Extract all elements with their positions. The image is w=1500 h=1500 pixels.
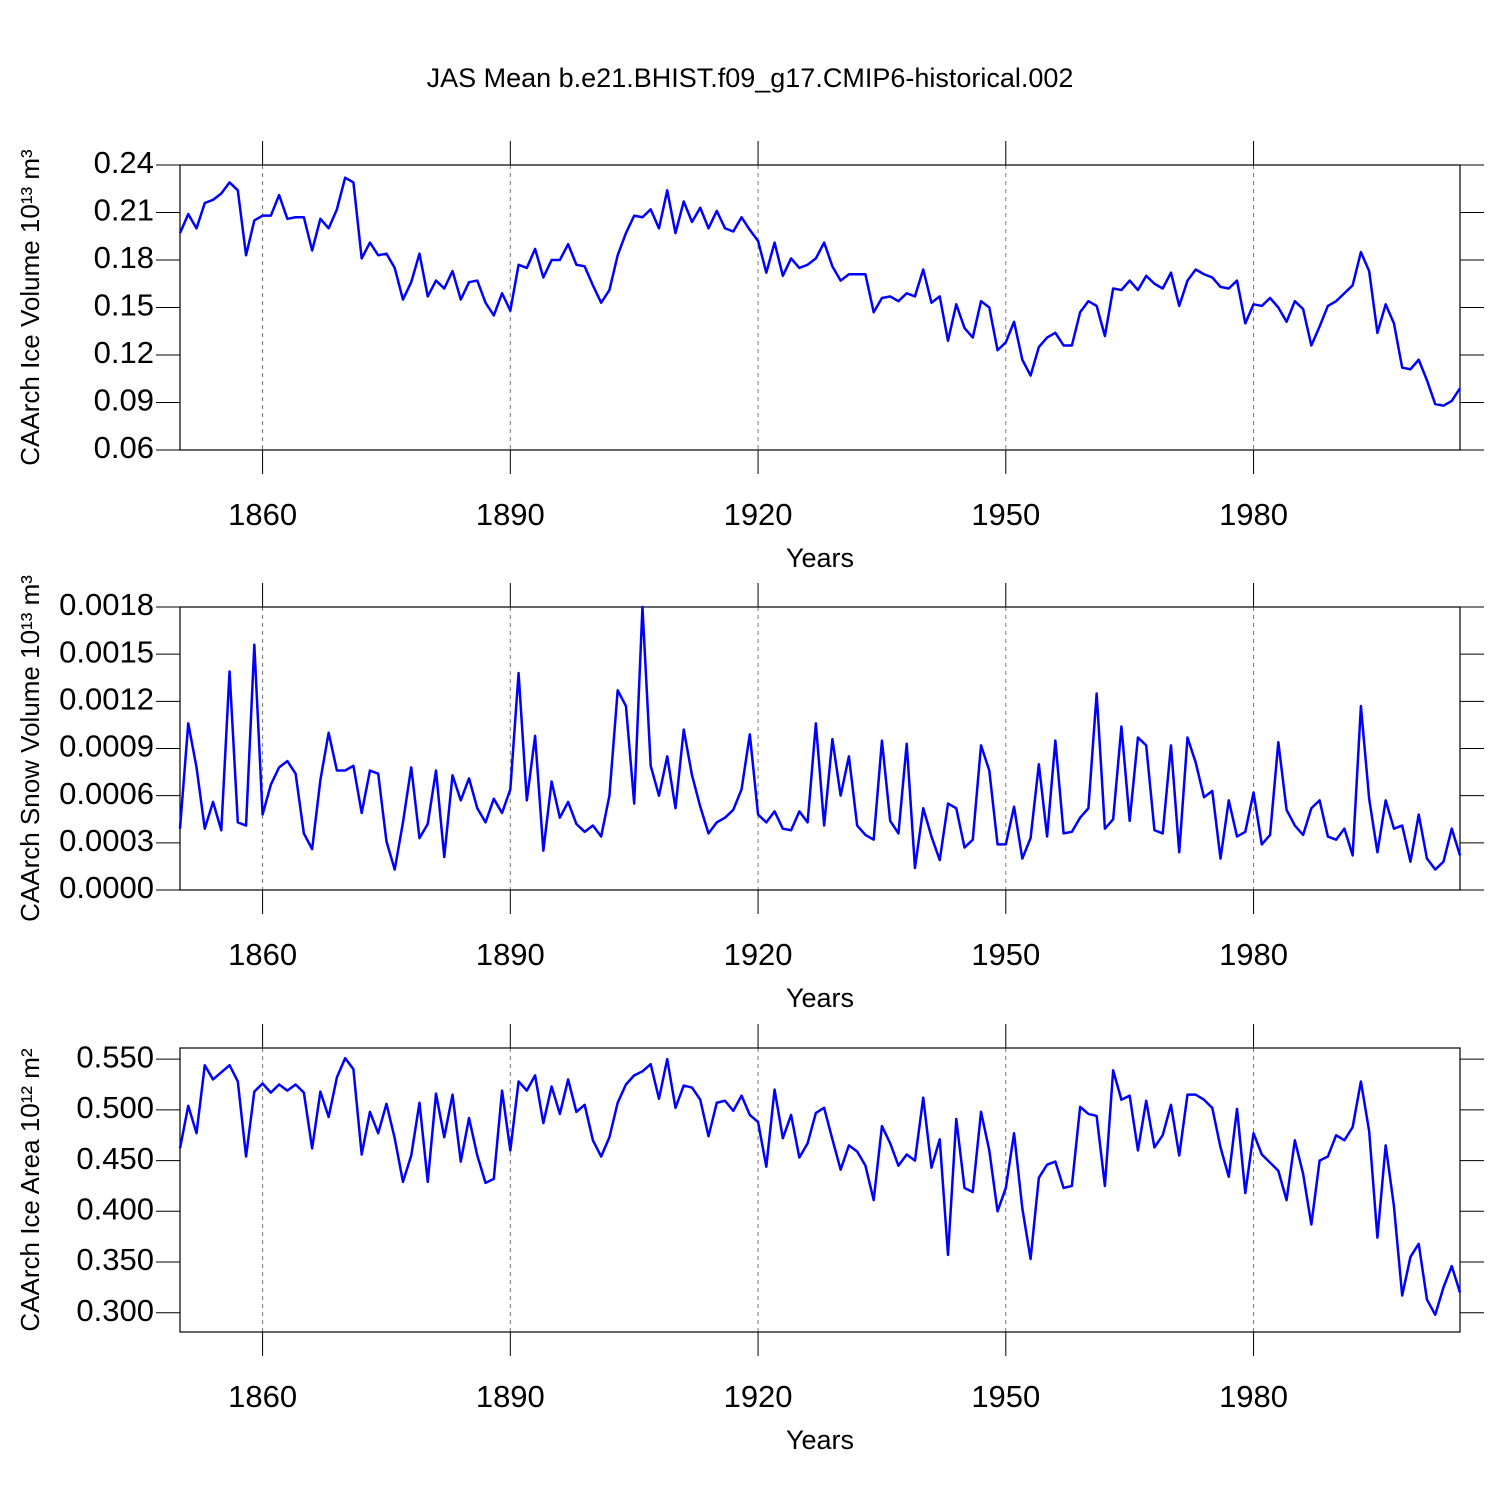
data-line bbox=[178, 605, 1462, 871]
x-tick-label: 1980 bbox=[1219, 937, 1288, 972]
y-tick-label: 0.24 bbox=[94, 145, 154, 180]
data-line bbox=[178, 1056, 1462, 1317]
x-tick-label: 1950 bbox=[971, 937, 1040, 972]
y-tick-label: 0.0018 bbox=[59, 587, 154, 622]
y-tick-label: 0.06 bbox=[94, 430, 154, 465]
x-tick-label: 1890 bbox=[476, 497, 545, 532]
y-tick-label: 0.09 bbox=[94, 383, 154, 418]
x-tick-label: 1950 bbox=[971, 1379, 1040, 1414]
x-tick-label: 1860 bbox=[228, 497, 297, 532]
y-tick-label: 0.550 bbox=[76, 1039, 154, 1074]
x-tick-label: 1920 bbox=[724, 1379, 793, 1414]
plot-frame bbox=[179, 606, 1461, 891]
plot-frame bbox=[179, 164, 1461, 451]
x-axis-label: Years bbox=[786, 1425, 854, 1455]
y-tick-label: 0.21 bbox=[94, 193, 154, 228]
x-tick-label: 1860 bbox=[228, 1379, 297, 1414]
y-tick-label: 0.0012 bbox=[59, 682, 154, 717]
x-tick-label: 1860 bbox=[228, 937, 297, 972]
x-axis-label: Years bbox=[786, 983, 854, 1013]
y-axis-label: CAArch Ice Volume 10¹³ m³ bbox=[15, 149, 45, 466]
y-tick-label: 0.300 bbox=[76, 1293, 154, 1328]
y-axis-label: CAArch Snow Volume 10¹³ m³ bbox=[15, 575, 45, 922]
y-tick-label: 0.0015 bbox=[59, 634, 154, 669]
x-tick-label: 1890 bbox=[476, 937, 545, 972]
y-tick-label: 0.0009 bbox=[59, 729, 154, 764]
y-tick-label: 0.0003 bbox=[59, 823, 154, 858]
y-tick-label: 0.500 bbox=[76, 1090, 154, 1125]
y-tick-label: 0.12 bbox=[94, 335, 154, 370]
x-tick-label: 1920 bbox=[724, 497, 793, 532]
y-tick-label: 0.0000 bbox=[59, 870, 154, 905]
x-tick-label: 1890 bbox=[476, 1379, 545, 1414]
plot-frame bbox=[179, 1047, 1461, 1333]
y-axis-label: CAArch Ice Area 10¹² m² bbox=[15, 1048, 45, 1332]
data-line bbox=[178, 176, 1462, 407]
y-tick-label: 0.450 bbox=[76, 1141, 154, 1176]
x-axis-label: Years bbox=[786, 543, 854, 573]
y-tick-label: 0.400 bbox=[76, 1191, 154, 1226]
y-tick-label: 0.15 bbox=[94, 288, 154, 323]
chart-title: JAS Mean b.e21.BHIST.f09_g17.CMIP6-histo… bbox=[427, 63, 1074, 93]
y-tick-label: 0.18 bbox=[94, 240, 154, 275]
x-tick-label: 1980 bbox=[1219, 497, 1288, 532]
y-tick-label: 0.350 bbox=[76, 1242, 154, 1277]
x-tick-label: 1950 bbox=[971, 497, 1040, 532]
x-tick-label: 1980 bbox=[1219, 1379, 1288, 1414]
x-tick-label: 1920 bbox=[724, 937, 793, 972]
y-tick-label: 0.0006 bbox=[59, 776, 154, 811]
